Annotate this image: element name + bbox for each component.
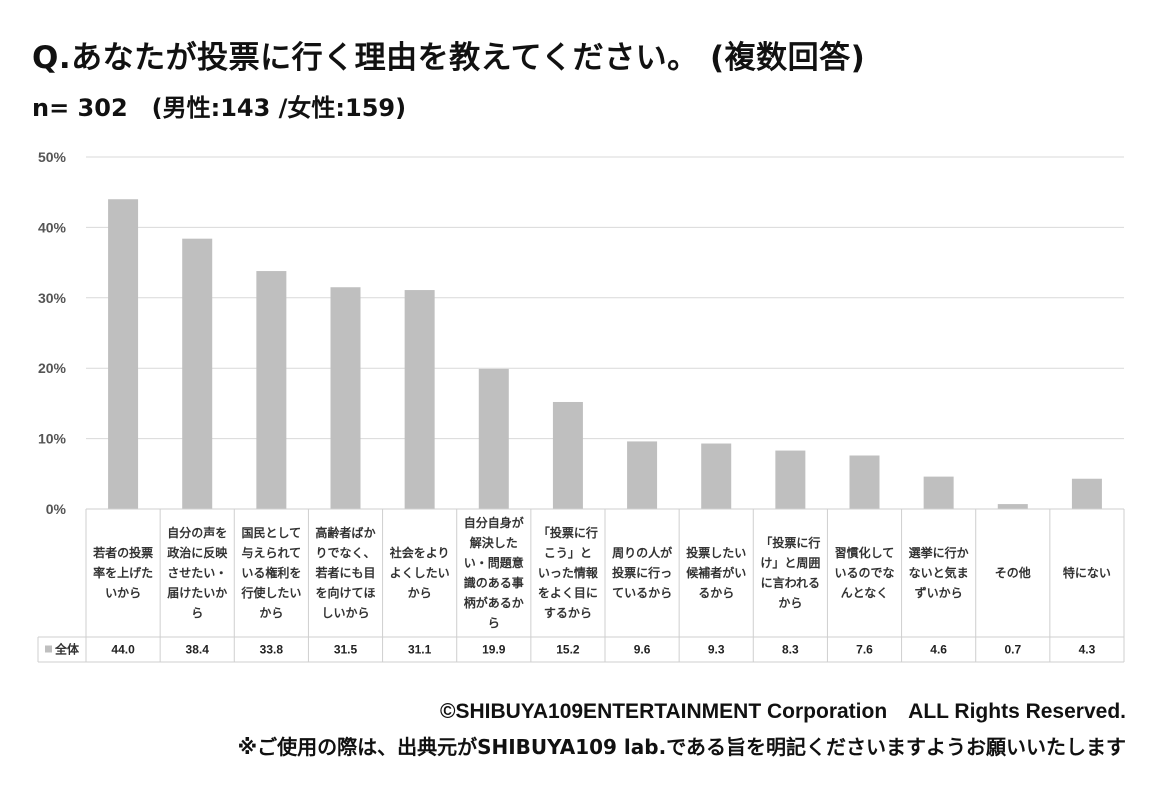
bar [552, 401, 583, 509]
y-tick-label: 0% [46, 501, 67, 517]
category-label: 習慣化して [835, 545, 895, 560]
category-label: んとなく [841, 586, 889, 600]
category-label: 高齢者ばか [315, 525, 375, 540]
bar [404, 290, 435, 509]
data-label: 31.5 [334, 643, 358, 657]
data-label: 4.6 [930, 643, 947, 657]
y-tick-label: 30% [38, 290, 67, 306]
data-label: 33.8 [260, 643, 284, 657]
bar [256, 271, 287, 509]
category-label: から [408, 586, 432, 600]
bar [849, 455, 880, 509]
bar [182, 238, 213, 509]
data-label: 0.7 [1004, 643, 1021, 657]
y-tick-label: 40% [38, 219, 67, 235]
category-label: ないと気ま [909, 565, 969, 580]
category-label: させたい・ [167, 566, 227, 580]
data-label: 19.9 [482, 643, 506, 657]
category-label: い・問題意 [464, 555, 524, 570]
category-label: 特にない [1063, 565, 1111, 580]
copyright-text: ©SHIBUYA109ENTERTAINMENT Corporation ALL… [439, 700, 1126, 723]
category-label: をよく目に [538, 586, 598, 600]
category-label: りでなく、 [315, 546, 375, 560]
data-label: 7.6 [856, 643, 873, 657]
category-label: 政治に反映 [167, 545, 228, 560]
sample-size-subtitle: n= 302 (男性:143 /女性:159) [32, 94, 407, 122]
bar [997, 504, 1028, 509]
y-tick-label: 20% [38, 360, 67, 376]
category-label: を向けてほ [315, 585, 375, 600]
data-label: 38.4 [186, 643, 210, 657]
category-label: 率を上げた [93, 565, 153, 580]
category-label: 社会をより [389, 545, 450, 560]
category-label: 投票に行っ [612, 565, 672, 580]
category-label: いから [105, 586, 141, 600]
category-label: するから [544, 606, 592, 620]
category-label: 届けたいか [167, 586, 227, 600]
category-label: 柄があるか [464, 595, 524, 610]
category-label: いるのでな [834, 566, 894, 580]
category-label: ら [191, 606, 203, 620]
category-label: 「投票に行 [538, 525, 598, 540]
legend-swatch [45, 645, 52, 653]
category-label: ら [488, 616, 500, 630]
category-label: ずいから [915, 585, 963, 600]
bar [478, 368, 509, 509]
category-label: いった情報 [538, 565, 599, 580]
category-label: 識のある事 [464, 575, 524, 590]
data-label: 15.2 [556, 643, 580, 657]
category-label: 解決した [470, 535, 518, 550]
category-label: こう」と [544, 546, 592, 560]
category-label: 周りの人が [612, 545, 672, 560]
data-label: 9.6 [634, 643, 651, 657]
category-label: 候補者がい [686, 565, 746, 580]
category-label: 若者の投票 [92, 545, 153, 560]
bar [775, 450, 806, 509]
category-label: 投票したい [686, 545, 746, 560]
bar [701, 443, 732, 509]
usage-note: ※ご使用の際は、出典元がSHIBUYA109 lab.である旨を明記くださいます… [237, 735, 1126, 759]
category-label: 国民として [242, 526, 302, 540]
bar [627, 441, 658, 509]
bar [108, 199, 139, 510]
category-label: ているから [612, 586, 672, 600]
category-label: るから [698, 586, 734, 600]
category-label: に言われる [761, 575, 820, 590]
category-label: 行使したい [240, 585, 301, 600]
category-label: その他 [995, 565, 1031, 580]
data-label: 8.3 [782, 643, 799, 657]
category-label: 「投票に行 [760, 535, 820, 550]
category-label: 若者にも目 [314, 565, 375, 580]
y-tick-label: 50% [38, 149, 67, 165]
category-label: 選挙に行か [909, 545, 969, 560]
category-label: から [259, 606, 283, 620]
category-label: しいから [321, 606, 369, 620]
data-label: 44.0 [111, 643, 135, 657]
category-label: 自分の声を [167, 525, 227, 540]
category-label: いる権利を [241, 565, 301, 580]
chart-title: Q.あなたが投票に行く理由を教えてください。 (複数回答) [32, 40, 866, 76]
bar [330, 287, 361, 509]
data-label: 4.3 [1079, 643, 1096, 657]
category-label: 与えられて [242, 546, 302, 560]
category-label: 自分自身が [464, 515, 524, 530]
bar [1071, 478, 1102, 509]
legend-label: 全体 [54, 642, 80, 657]
category-label: から [778, 596, 802, 610]
data-label: 31.1 [408, 643, 432, 657]
data-label: 9.3 [708, 643, 725, 657]
bar [923, 476, 954, 509]
category-label: よくしたい [390, 566, 450, 580]
category-label: け」と周囲 [760, 556, 820, 570]
y-tick-label: 10% [38, 431, 67, 447]
